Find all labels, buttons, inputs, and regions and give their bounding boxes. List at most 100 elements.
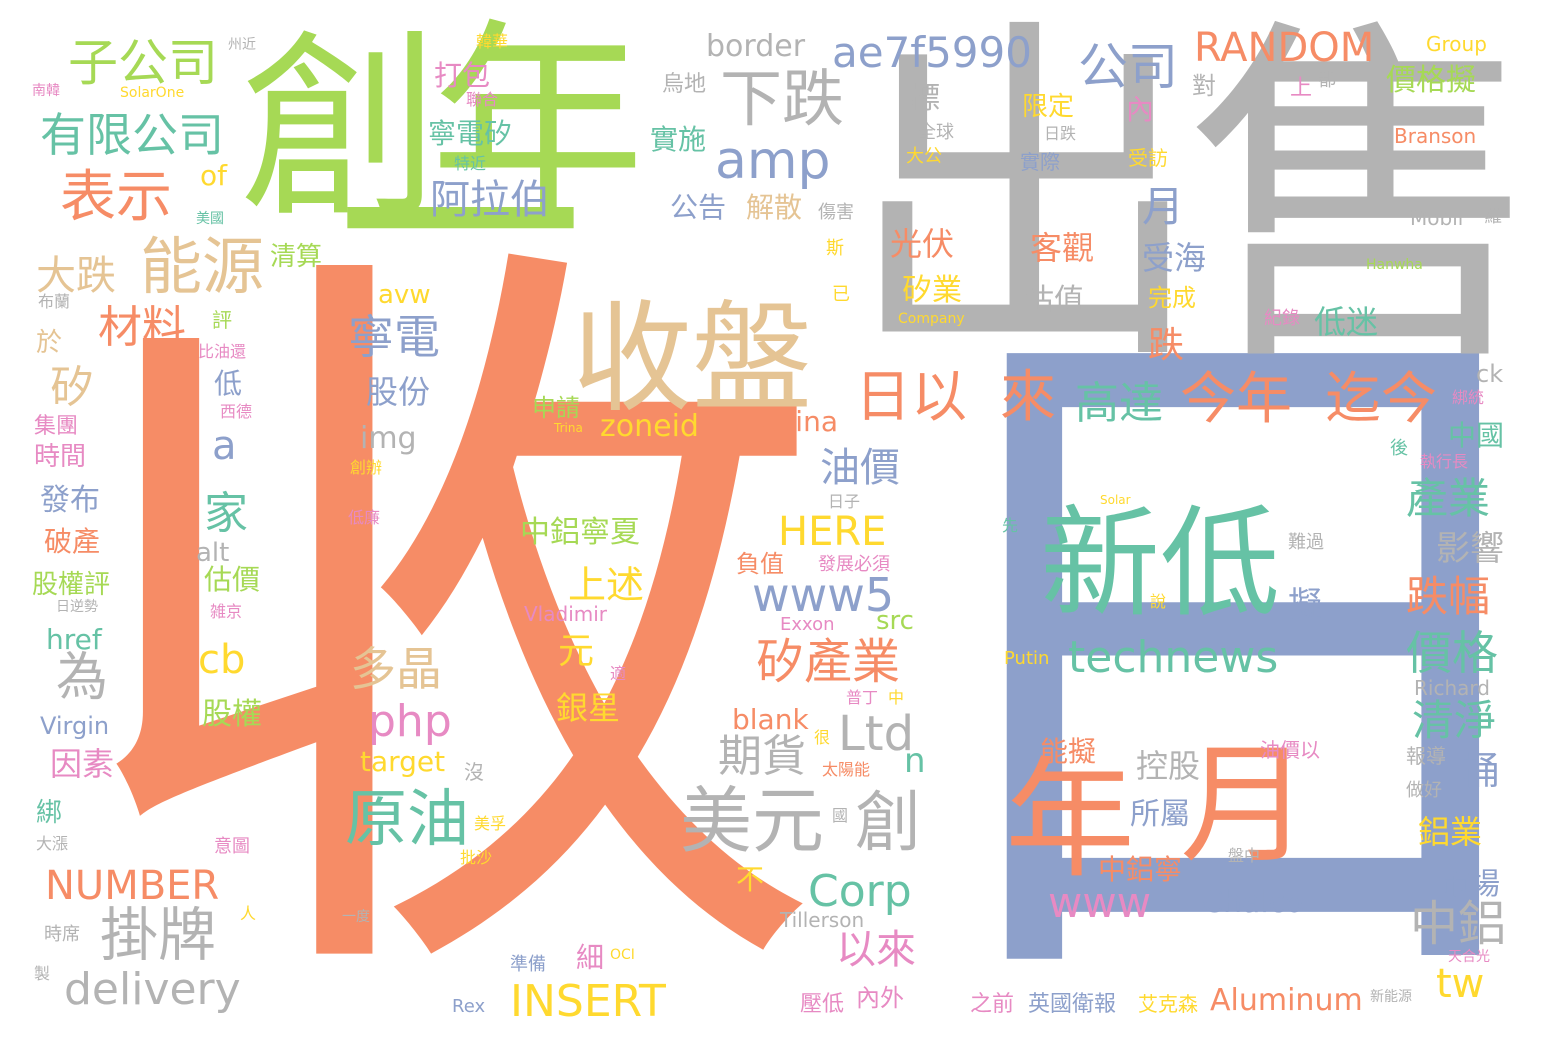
word: 清算 xyxy=(270,242,323,272)
word: 適 xyxy=(610,664,627,683)
word: 美元 xyxy=(680,779,825,863)
word: 期貨 xyxy=(718,731,806,782)
word: 內 xyxy=(1126,93,1155,126)
word: 英國衛報 xyxy=(1028,992,1117,1017)
word: 製 xyxy=(34,964,51,983)
word: 都 xyxy=(1318,70,1336,91)
word: 發布 xyxy=(40,483,100,518)
word: 股權評 xyxy=(32,570,111,600)
word: 已 xyxy=(832,284,850,305)
word: 市場 xyxy=(1440,867,1500,902)
word: 人 xyxy=(240,904,257,923)
word: 完成 xyxy=(1148,284,1196,312)
word: 大漲 xyxy=(36,834,69,853)
word: Vladimir xyxy=(524,602,608,626)
word: Chalco xyxy=(1202,885,1304,920)
word: 估價 xyxy=(204,563,261,596)
word: of xyxy=(200,159,227,192)
word: 內外 xyxy=(856,984,904,1012)
word: Richard xyxy=(1414,676,1490,700)
word: 銀星 xyxy=(556,689,621,727)
word: Exxon xyxy=(780,614,835,635)
word: blank xyxy=(732,703,809,736)
word: 來 xyxy=(1000,365,1056,430)
word: 實際 xyxy=(1020,150,1060,174)
word: zoneid xyxy=(600,409,699,444)
word: 南韓 xyxy=(32,83,60,99)
word: Rex xyxy=(452,996,486,1017)
word: Company xyxy=(898,311,965,327)
word: 鋁業 xyxy=(1418,813,1483,851)
word: 難過 xyxy=(1288,532,1324,553)
word: 股權 xyxy=(202,697,262,732)
word: Virgin xyxy=(40,712,110,740)
word: 低 xyxy=(214,367,243,400)
word: HERE xyxy=(778,509,887,555)
word: 執行長 xyxy=(1420,452,1469,471)
word: 寧電矽 xyxy=(428,117,513,150)
word: 跌 xyxy=(1148,325,1185,366)
word: Mobil xyxy=(1410,206,1464,230)
word: 受訪 xyxy=(1128,146,1168,170)
word: 一度 xyxy=(342,909,370,925)
word: 集團 xyxy=(34,414,79,439)
word: 細 xyxy=(576,941,605,974)
word: 元 xyxy=(558,631,595,672)
word: tw xyxy=(1436,961,1485,1007)
word: INSERT xyxy=(510,976,666,1027)
word: 以來 xyxy=(836,927,916,973)
word: 日 xyxy=(880,241,1548,1052)
word: 創辦 xyxy=(350,458,383,477)
word: 上述 xyxy=(568,563,645,607)
word: 價格擬 xyxy=(1386,63,1476,98)
word: 國 xyxy=(832,806,849,825)
word: 批沙 xyxy=(460,848,493,867)
word: 迄今 xyxy=(1325,367,1437,432)
word: 年 xyxy=(1005,744,1136,896)
word: 西德 xyxy=(220,402,253,421)
word: 聯合 xyxy=(466,90,499,109)
word: 時間 xyxy=(34,442,87,472)
word: 傷害 xyxy=(818,202,854,223)
word: 收盤 xyxy=(572,290,812,429)
word: a xyxy=(212,423,237,469)
word: 對 xyxy=(1192,72,1216,100)
word: 普丁 xyxy=(846,688,879,707)
word: 打包 xyxy=(434,59,491,92)
word: 受海 xyxy=(1142,239,1207,277)
word: 有限公司 xyxy=(40,108,224,162)
word: Ltd xyxy=(838,706,915,762)
word: 低迷 xyxy=(1314,303,1379,341)
word: 沒 xyxy=(464,760,484,784)
word: 為 xyxy=(56,648,109,708)
word: 後 xyxy=(1390,438,1408,459)
word: 綁 xyxy=(36,798,63,828)
word: 很 xyxy=(814,728,831,747)
word: 美國 xyxy=(196,211,224,227)
word: 能擬 xyxy=(1040,735,1097,768)
word: 公告 xyxy=(670,191,727,224)
word: www5 xyxy=(752,568,895,622)
word: 比油還 xyxy=(198,342,247,361)
word: 估值 xyxy=(1024,283,1084,318)
word: 艾克森 xyxy=(1138,992,1198,1016)
word: 阿拉伯 xyxy=(430,177,550,223)
word: 價格 xyxy=(1406,626,1498,680)
word: 解散 xyxy=(746,191,803,224)
word: 新能源 xyxy=(1370,989,1412,1005)
word: cb xyxy=(198,637,246,683)
word: 之前 xyxy=(970,992,1015,1017)
word: NUMBER xyxy=(45,863,220,909)
word: 大跌 xyxy=(36,253,116,299)
word: 斯 xyxy=(826,238,844,259)
word: 子公司 xyxy=(68,34,218,92)
word: avw xyxy=(378,280,431,310)
word: 家 xyxy=(204,488,248,539)
word: 紀錄 xyxy=(1264,308,1300,329)
word: 準備 xyxy=(510,954,546,975)
word: 全球 xyxy=(918,122,954,143)
word: Corp xyxy=(808,866,912,917)
word: 矽業 xyxy=(902,273,962,308)
word: 年 xyxy=(430,0,645,251)
word: Solar xyxy=(1100,493,1131,507)
